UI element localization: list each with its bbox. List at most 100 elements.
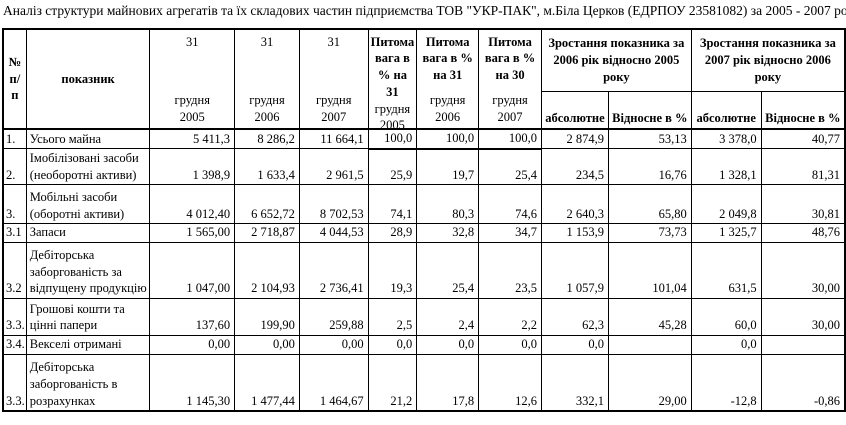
cell-value: 45,28 (607, 298, 692, 336)
header-growth-2006: Зростання показника за 2006 рік відносно… (540, 28, 692, 92)
cell-value: 74,6 (478, 184, 542, 225)
row-num: 3.1 (2, 223, 27, 243)
row-num: 3.3. (2, 353, 27, 412)
cell-value: 1 328,1 (690, 148, 762, 186)
row-num: 3.2 (2, 242, 27, 299)
cell-value: 29,00 (607, 353, 692, 412)
table-row: 3. Мобільні засоби (оборотні активи) 4 0… (2, 184, 846, 225)
cell-value (607, 335, 692, 355)
header-date-2007: 31 грудня 2007 (298, 28, 369, 130)
table-row: 1. Усього майна 5 411,3 8 286,2 11 664,1… (2, 128, 846, 150)
header-num: № п/ п (2, 28, 27, 130)
row-num: 2. (2, 148, 27, 186)
header-date-top: 31 (260, 34, 274, 49)
header-share-top: Питома вага в % на 30 (484, 34, 536, 83)
cell-value: -0,86 (760, 353, 846, 412)
cell-value: 1 057,9 (540, 242, 609, 299)
cell-value: 30,81 (760, 184, 846, 225)
cell-value: 1 145,30 (149, 353, 236, 412)
cell-value: 2,2 (478, 298, 542, 336)
row-num: 3.3. (2, 298, 27, 336)
row-label: Мобільні засоби (оборотні активи) (25, 184, 151, 225)
cell-value: 21,2 (367, 353, 418, 412)
cell-value: 2 640,3 (540, 184, 609, 225)
header-share-top: Питома вага в % на 31 (422, 34, 473, 83)
table-row: 3.4. Векселі отримані 0,00 0,00 0,00 0,0… (2, 335, 846, 355)
header-indicator: показник (25, 28, 151, 130)
cell-value: 65,80 (607, 184, 692, 225)
cell-value: 4 044,53 (298, 223, 369, 243)
cell-value: 81,31 (760, 148, 846, 186)
cell-value: 100,0 (478, 128, 542, 150)
cell-value: 0,00 (298, 335, 369, 355)
cell-value: 1 565,00 (149, 223, 236, 243)
cell-value: 2,4 (416, 298, 480, 336)
cell-value: 62,3 (540, 298, 609, 336)
cell-value: 1 153,9 (540, 223, 609, 243)
row-num: 1. (2, 128, 27, 150)
page-title: Аналіз структури майнових агрегатів та ї… (3, 3, 846, 18)
cell-value: 8 702,53 (298, 184, 369, 225)
row-label: Дебіторська заборгованість в розрахунках (25, 353, 151, 412)
cell-value: 48,76 (760, 223, 846, 243)
cell-value: 73,73 (607, 223, 692, 243)
header-abs-2006: абсолютне (540, 90, 609, 130)
cell-value: 137,60 (149, 298, 236, 336)
cell-value: 19,3 (367, 242, 418, 299)
cell-value: 631,5 (690, 242, 762, 299)
cell-value: 30,00 (760, 242, 846, 299)
header-date-bottom: грудня 2005 (174, 93, 210, 124)
cell-value: 2 049,8 (690, 184, 762, 225)
cell-value: 2 104,93 (234, 242, 300, 299)
cell-value: 25,4 (416, 242, 480, 299)
header-share-bottom: грудня 2006 (429, 93, 466, 124)
header-share-2006: Питома вага в % на 31 грудня 2006 (416, 28, 480, 130)
cell-value: -12,8 (690, 353, 762, 412)
cell-value: 80,3 (416, 184, 480, 225)
table-row: 3.2 Дебіторська заборгованість за відпущ… (2, 242, 846, 299)
cell-value: 1 047,00 (149, 242, 236, 299)
cell-value: 19,7 (416, 148, 480, 186)
cell-value: 25,9 (367, 148, 418, 186)
cell-value: 11 664,1 (298, 128, 369, 150)
row-label: Запаси (25, 223, 151, 243)
cell-value: 100,0 (416, 128, 480, 150)
header-share-bottom: грудня 2005 (374, 101, 411, 129)
cell-value: 8 286,2 (234, 128, 300, 150)
cell-value: 1 398,9 (149, 148, 236, 186)
cell-value: 2 736,41 (298, 242, 369, 299)
header-share-top: Питома вага в % на 31 (370, 34, 415, 99)
cell-value: 6 652,72 (234, 184, 300, 225)
cell-value: 60,0 (690, 298, 762, 336)
cell-value: 12,6 (478, 353, 542, 412)
cell-value: 0,0 (690, 335, 762, 355)
cell-value: 3 378,0 (690, 128, 762, 150)
cell-value: 0,0 (478, 335, 542, 355)
header-date-bottom: грудня 2007 (316, 93, 352, 124)
table-row: 3.3. Дебіторська заборгованість в розрах… (2, 353, 846, 412)
header-rel-2006: Відносне в % (607, 90, 692, 130)
header-date-bottom: грудня 2006 (249, 93, 285, 124)
cell-value: 101,04 (607, 242, 692, 299)
row-label: Дебіторська заборгованість за відпущену … (25, 242, 151, 299)
cell-value: 40,77 (760, 128, 846, 150)
header-rel-2007: Відносне в % (760, 90, 846, 130)
analysis-table: № п/ п показник 31 грудня 2005 31 грудня… (2, 28, 846, 413)
cell-value: 28,9 (367, 223, 418, 243)
header-growth-2007: Зростання показника за 2007 рік відносно… (690, 28, 846, 92)
cell-value: 17,8 (416, 353, 480, 412)
header-date-top: 31 (185, 34, 199, 49)
cell-value: 0,00 (149, 335, 236, 355)
cell-value: 1 325,7 (690, 223, 762, 243)
header-share-2005: Питома вага в % на 31 грудня 2005 (367, 28, 418, 130)
cell-value: 0,0 (367, 335, 418, 355)
row-num: 3.4. (2, 335, 27, 355)
header-date-top: 31 (327, 34, 340, 49)
cell-value: 32,8 (416, 223, 480, 243)
row-label: Грошові кошти та цінні папери (25, 298, 151, 336)
header-date-2005: 31 грудня 2005 (149, 28, 236, 130)
row-num: 3. (2, 184, 27, 225)
cell-value: 34,7 (478, 223, 542, 243)
cell-value: 2,5 (367, 298, 418, 336)
cell-value: 2 718,87 (234, 223, 300, 243)
